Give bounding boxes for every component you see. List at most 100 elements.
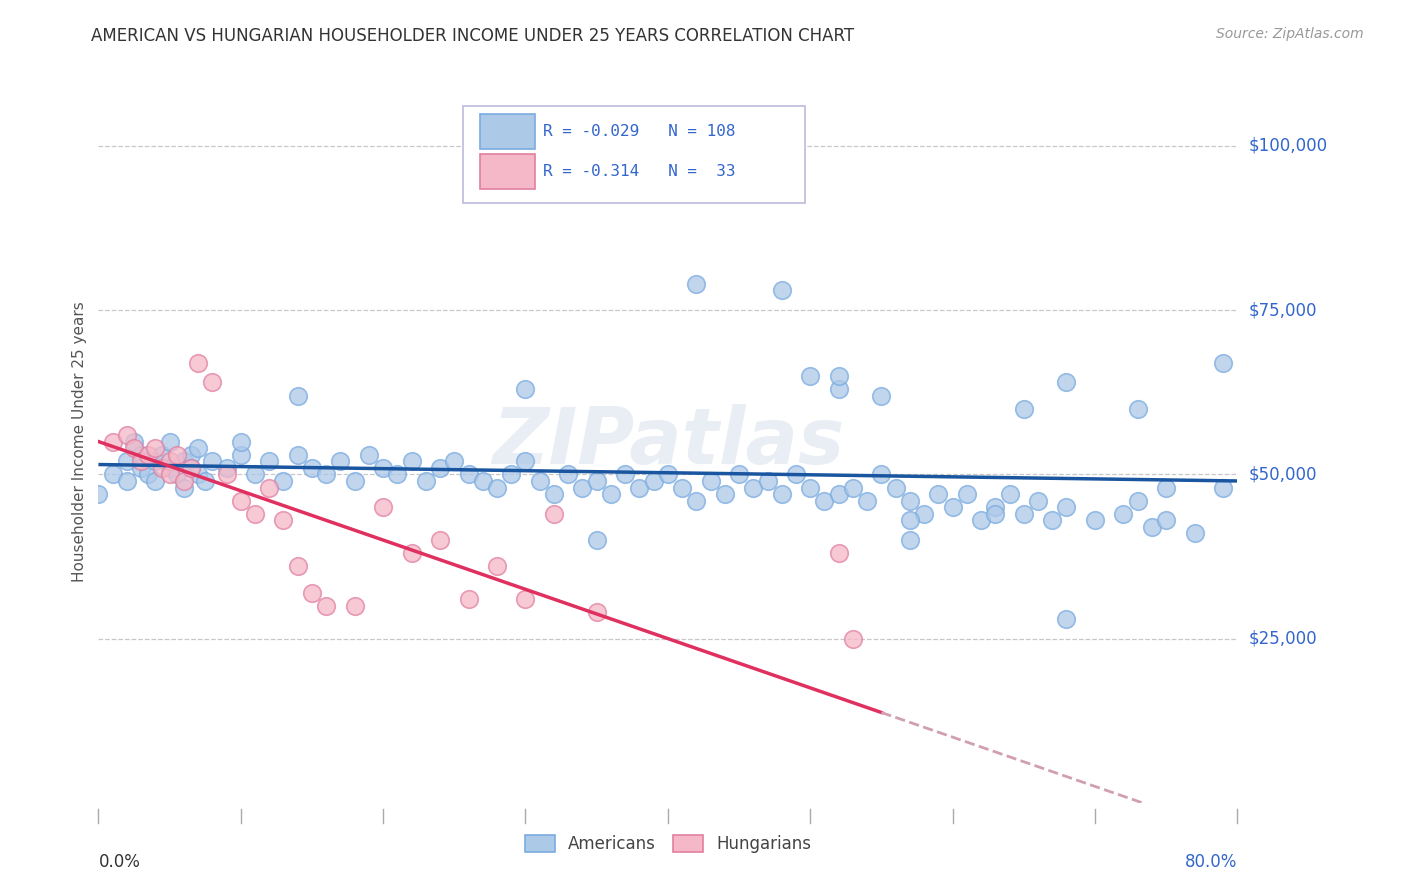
Point [643,474,665,488]
Point [301,585,323,599]
Point [927,487,949,501]
Point [912,507,935,521]
Point [166,467,188,482]
Point [273,513,295,527]
Point [145,454,167,468]
Point [152,460,174,475]
Point [628,481,651,495]
Point [136,467,159,482]
Point [201,376,224,390]
Point [984,500,1007,515]
Point [813,493,835,508]
Point [870,388,893,402]
Point [429,460,451,475]
Point [180,460,202,475]
Point [429,533,451,547]
Point [166,448,188,462]
Point [1056,612,1078,626]
Point [770,487,793,501]
Point [515,592,537,607]
Point [984,507,1007,521]
Point [180,460,202,475]
Point [136,448,159,462]
Point [343,599,366,613]
Point [87,487,110,501]
Point [315,599,337,613]
Point [1112,507,1135,521]
Point [1154,513,1177,527]
Point [884,481,907,495]
Point [970,513,993,527]
Point [173,481,195,495]
Point [770,284,793,298]
Point [201,454,224,468]
Point [471,474,494,488]
Point [415,474,437,488]
Point [614,467,637,482]
Point [301,460,323,475]
Point [243,507,266,521]
Point [942,500,965,515]
Point [1126,401,1149,416]
Point [898,493,921,508]
Point [443,454,465,468]
FancyBboxPatch shape [463,105,804,203]
Point [329,454,352,468]
Point [1084,513,1107,527]
Point [998,487,1021,501]
Point [870,467,893,482]
Point [159,460,181,475]
Point [543,487,565,501]
Point [1154,481,1177,495]
Point [115,474,138,488]
Point [129,448,152,462]
Point [828,487,851,501]
Point [1026,493,1049,508]
Text: 80.0%: 80.0% [1185,854,1237,871]
Point [956,487,979,501]
Text: $50,000: $50,000 [1249,466,1317,483]
Point [828,368,851,383]
Point [1040,513,1063,527]
FancyBboxPatch shape [479,114,534,149]
Text: 0.0%: 0.0% [98,854,141,871]
Point [159,454,181,468]
Point [145,474,167,488]
Point [187,441,209,455]
Point [259,481,281,495]
Point [1056,500,1078,515]
Point [685,493,707,508]
Text: ZIPatlas: ZIPatlas [492,403,844,480]
Point [287,559,309,574]
Point [215,460,238,475]
Point [685,277,707,291]
Point [557,467,579,482]
Point [159,467,181,482]
Point [699,474,721,488]
Point [122,434,145,449]
Point [115,454,138,468]
Point [671,481,693,495]
FancyBboxPatch shape [479,154,534,189]
Point [728,467,751,482]
Point [273,474,295,488]
Point [1184,526,1206,541]
Point [180,448,202,462]
Point [457,592,479,607]
Point [1212,481,1234,495]
Text: $25,000: $25,000 [1249,630,1317,648]
Point [515,382,537,396]
Point [229,434,252,449]
Point [194,474,217,488]
Point [799,368,821,383]
Point [187,467,209,482]
Point [122,441,145,455]
Text: $100,000: $100,000 [1249,137,1327,155]
Point [229,448,252,462]
Point [243,467,266,482]
Point [387,467,409,482]
Point [657,467,679,482]
Point [373,500,395,515]
Point [173,454,195,468]
Point [259,454,281,468]
